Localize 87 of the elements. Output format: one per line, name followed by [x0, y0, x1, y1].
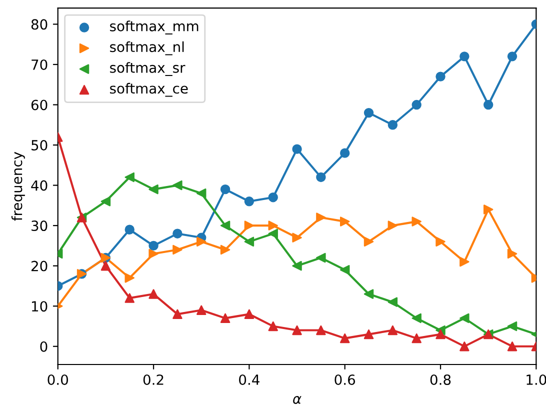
- point: [268, 220, 278, 230]
- point: [483, 100, 494, 110]
- point: [220, 184, 230, 194]
- point: [507, 52, 518, 62]
- point: [460, 342, 470, 352]
- point: [268, 192, 278, 202]
- point: [148, 184, 158, 194]
- point: [268, 321, 278, 332]
- point: [388, 325, 398, 336]
- point: [220, 220, 230, 230]
- point: [316, 252, 326, 263]
- point: [220, 244, 230, 255]
- point: [507, 248, 518, 259]
- point: [244, 309, 254, 320]
- point: [292, 232, 302, 243]
- point: [196, 236, 206, 247]
- point: [412, 100, 422, 110]
- y-tick-label: 60: [31, 100, 48, 110]
- point: [340, 265, 350, 275]
- point: [100, 196, 111, 206]
- point: [316, 325, 326, 336]
- point: [124, 293, 134, 303]
- x-tick-label: 0.4: [239, 374, 260, 385]
- point: [388, 120, 398, 130]
- x-tick-label: 0.0: [48, 374, 68, 385]
- legend-label: softmax_ce: [110, 82, 188, 97]
- point: [148, 289, 158, 299]
- y-tick-label: 70: [32, 59, 48, 70]
- x-tick-label: 0.6: [334, 374, 356, 385]
- point: [388, 220, 398, 230]
- point: [412, 313, 422, 324]
- point: [340, 216, 350, 226]
- point: [436, 329, 446, 340]
- point: [172, 244, 182, 255]
- point: [364, 108, 374, 118]
- point: [436, 72, 446, 82]
- point: [100, 260, 111, 271]
- point: [196, 188, 206, 198]
- point: [436, 236, 446, 247]
- point: [244, 196, 254, 206]
- point: [292, 144, 302, 154]
- point: [316, 212, 326, 222]
- point: [316, 172, 326, 182]
- x-axis-title: α: [293, 396, 302, 404]
- y-tick-label: 10: [32, 301, 48, 312]
- y-tick-label: 30: [32, 220, 48, 232]
- legend-label: softmax_sr: [110, 62, 186, 76]
- point: [292, 325, 302, 336]
- point: [124, 172, 134, 182]
- point: [460, 313, 470, 324]
- x-tick-label: 1.0: [526, 374, 546, 385]
- point: [148, 248, 158, 259]
- point: [172, 309, 182, 320]
- point: [244, 236, 254, 247]
- y-tick-label: 40: [31, 180, 48, 191]
- point: [292, 260, 302, 271]
- legend-label: softmax_nl: [110, 41, 184, 56]
- y-tick-label: 20: [32, 260, 48, 272]
- point: [196, 305, 206, 315]
- point: [460, 52, 470, 62]
- point: [507, 321, 518, 332]
- point: [507, 342, 518, 352]
- point: [148, 240, 158, 251]
- point: [244, 220, 254, 230]
- point: [460, 256, 470, 267]
- point: [220, 313, 230, 324]
- point: [483, 204, 494, 214]
- point: [412, 216, 422, 226]
- point: [412, 333, 422, 344]
- y-tick-label: 0: [40, 341, 48, 352]
- x-tick-label: 0.2: [143, 374, 164, 385]
- point: [124, 224, 134, 234]
- point: [364, 329, 374, 340]
- y-axis-title: frequency: [11, 152, 25, 221]
- y-tick-label: 80: [31, 19, 48, 30]
- point: [124, 273, 134, 283]
- point: [172, 228, 182, 238]
- point: [340, 333, 350, 344]
- point: [388, 297, 398, 307]
- legend-label: softmax_mm: [110, 20, 198, 34]
- point: [340, 148, 350, 158]
- y-tick-label: 50: [32, 140, 48, 150]
- point: [268, 228, 278, 238]
- x-tick-label: 0.8: [430, 374, 451, 385]
- point: [364, 289, 374, 299]
- point: [172, 180, 182, 190]
- point: [364, 236, 374, 247]
